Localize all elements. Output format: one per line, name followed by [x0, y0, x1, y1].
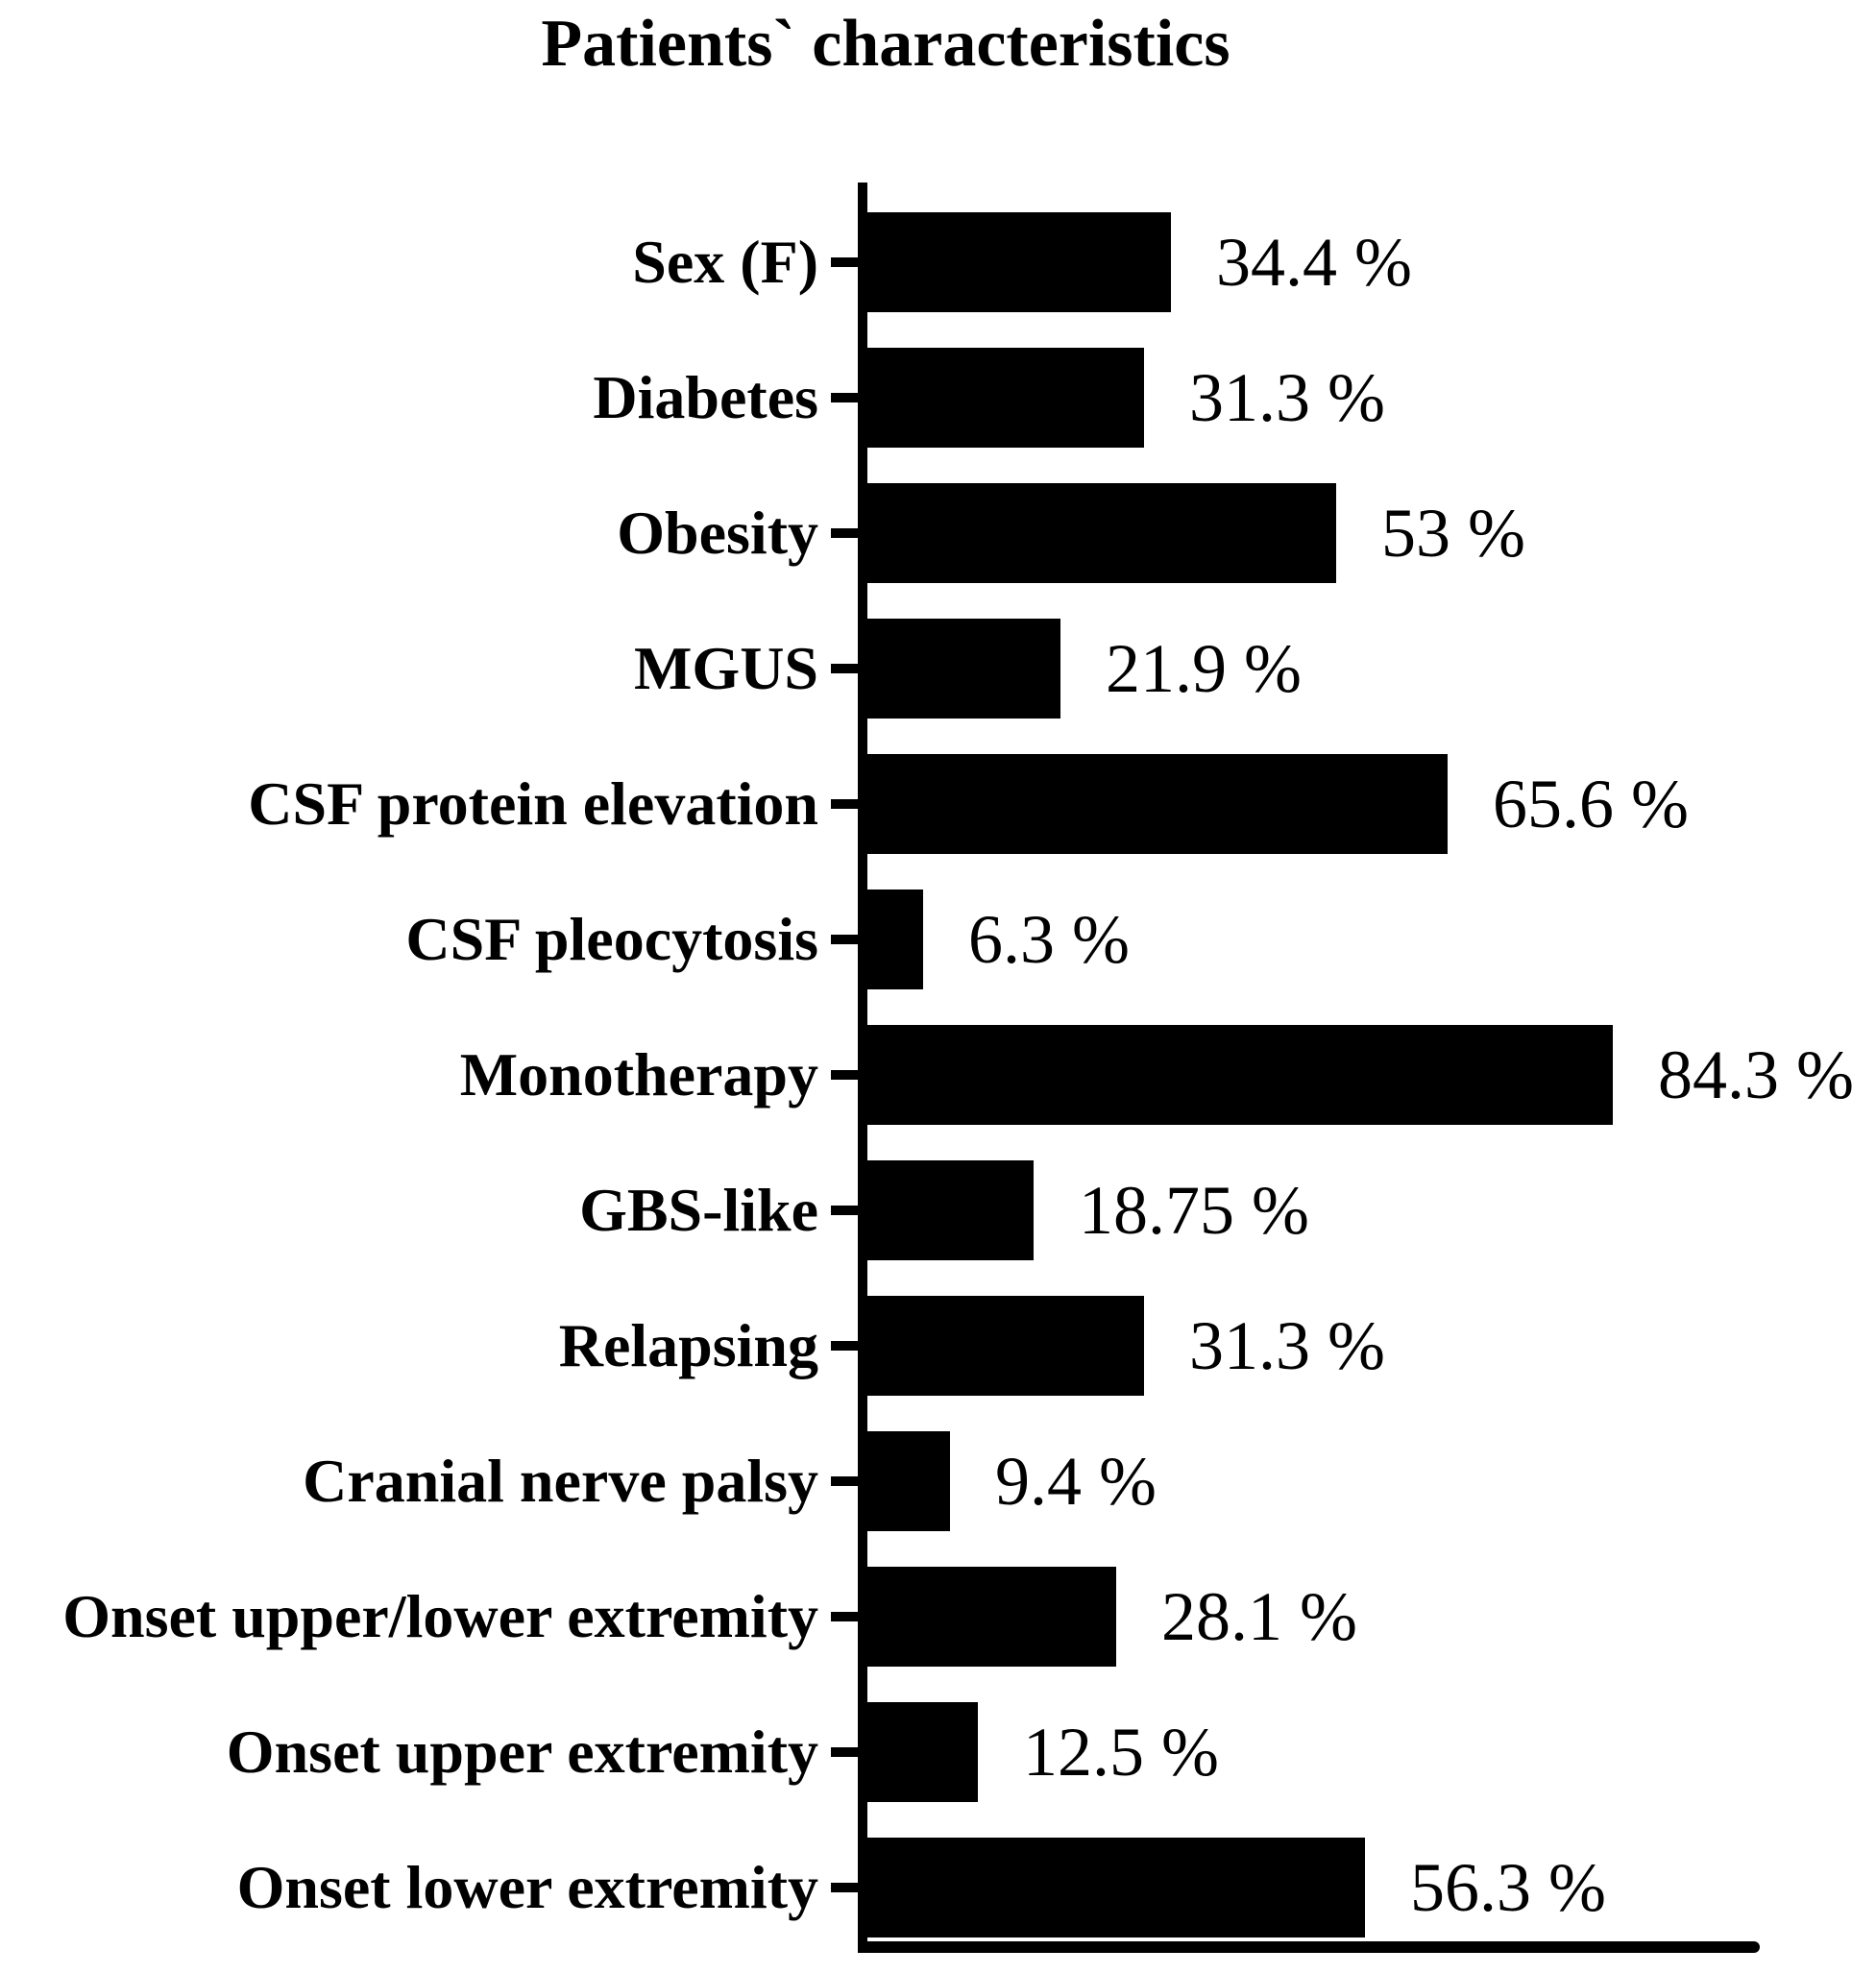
bar	[867, 618, 1060, 719]
value-label: 53 %	[1381, 494, 1525, 572]
axis-tick-mark	[831, 1746, 858, 1757]
bar-row: Onset lower extremity 56.3 %	[0, 1819, 1876, 1955]
bar-row: CSF protein elevation 65.6 %	[0, 736, 1876, 871]
axis-tick-mark	[831, 1069, 858, 1080]
category-label: Diabetes	[593, 362, 818, 431]
value-label: 84.3 %	[1658, 1036, 1854, 1113]
x-axis-line	[858, 1941, 1760, 1953]
axis-tick-mark	[831, 1882, 858, 1892]
bar	[867, 889, 923, 989]
bar	[867, 211, 1171, 312]
bar-row: Sex (F) 34.4 %	[0, 194, 1876, 329]
bar	[867, 1159, 1034, 1260]
bar-row: Onset upper/lower extremity 28.1 %	[0, 1548, 1876, 1684]
category-label: Relapsing	[558, 1310, 818, 1379]
value-label: 34.4 %	[1216, 223, 1412, 301]
axis-tick-mark	[831, 1205, 858, 1215]
bar	[867, 482, 1336, 583]
bar-row: Diabetes 31.3 %	[0, 329, 1876, 465]
axis-tick-mark	[831, 1340, 858, 1351]
bar-row: Monotherapy 84.3 %	[0, 1007, 1876, 1142]
axis-tick-mark	[831, 798, 858, 809]
axis-tick-mark	[831, 527, 858, 538]
bar	[867, 1837, 1365, 1937]
bar-row: Cranial nerve palsy 9.4 %	[0, 1413, 1876, 1548]
value-label: 9.4 %	[995, 1442, 1157, 1520]
axis-tick-mark	[831, 1475, 858, 1486]
bar	[867, 753, 1448, 854]
value-label: 6.3 %	[968, 900, 1130, 978]
category-label: Onset upper extremity	[226, 1717, 818, 1786]
axis-tick-mark	[831, 1611, 858, 1621]
bar	[867, 1566, 1116, 1667]
category-label: Monotherapy	[459, 1039, 818, 1109]
value-label: 12.5 %	[1023, 1713, 1219, 1791]
value-label: 21.9 %	[1106, 629, 1302, 707]
category-label: CSF protein elevation	[248, 768, 818, 838]
value-label: 31.3 %	[1189, 1306, 1385, 1384]
bar-row: CSF pleocytosis 6.3 %	[0, 871, 1876, 1007]
value-label: 31.3 %	[1189, 358, 1385, 436]
bar-row: Onset upper extremity 12.5 %	[0, 1684, 1876, 1819]
value-label: 28.1 %	[1161, 1577, 1357, 1655]
bar	[867, 1701, 978, 1802]
chart-title: Patients` characteristics	[541, 7, 1230, 81]
category-label: Onset upper/lower extremity	[62, 1581, 818, 1650]
value-label: 56.3 %	[1410, 1848, 1606, 1926]
bar-row: MGUS 21.9 %	[0, 600, 1876, 736]
category-label: Sex (F)	[632, 227, 818, 296]
y-axis-line	[858, 183, 867, 1953]
bar	[867, 1430, 950, 1531]
category-label: Obesity	[617, 498, 818, 567]
axis-tick-mark	[831, 663, 858, 673]
bar	[867, 1024, 1613, 1125]
axis-tick-mark	[831, 934, 858, 944]
value-label: 18.75 %	[1079, 1171, 1309, 1249]
category-label: Onset lower extremity	[236, 1852, 818, 1921]
category-label: Cranial nerve palsy	[303, 1446, 818, 1515]
bar-rows: Sex (F) 34.4 % Diabetes 31.3 % Obesity 5…	[0, 194, 1876, 1955]
category-label: GBS-like	[579, 1175, 818, 1244]
bar	[867, 347, 1144, 448]
bar	[867, 1295, 1144, 1396]
bar-row: GBS-like 18.75 %	[0, 1142, 1876, 1278]
value-label: 65.6 %	[1493, 765, 1689, 842]
category-label: MGUS	[634, 633, 818, 702]
category-label: CSF pleocytosis	[405, 904, 818, 973]
axis-tick-mark	[831, 392, 858, 402]
bar-row: Relapsing 31.3 %	[0, 1278, 1876, 1413]
bar-row: Obesity 53 %	[0, 465, 1876, 600]
axis-tick-mark	[831, 256, 858, 267]
